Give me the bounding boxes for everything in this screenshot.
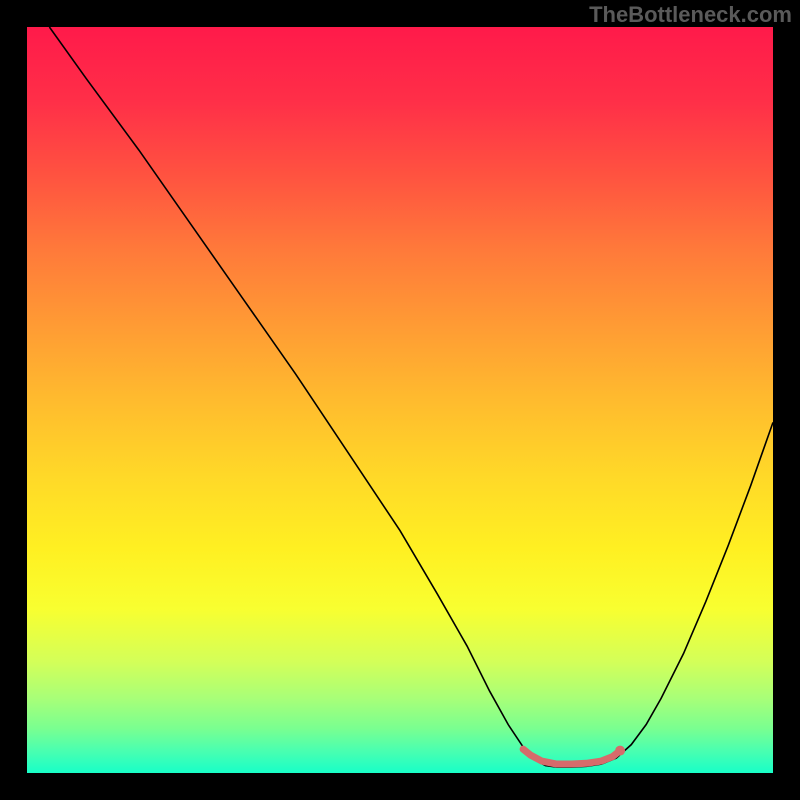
bottom-trace-end-dot [615,746,625,756]
chart-container: TheBottleneck.com [0,0,800,800]
bottom-trace-line [523,749,620,764]
plot-area [27,27,773,773]
watermark-text: TheBottleneck.com [589,2,792,28]
bottleneck-curve [49,27,773,767]
curve-layer [27,27,773,773]
